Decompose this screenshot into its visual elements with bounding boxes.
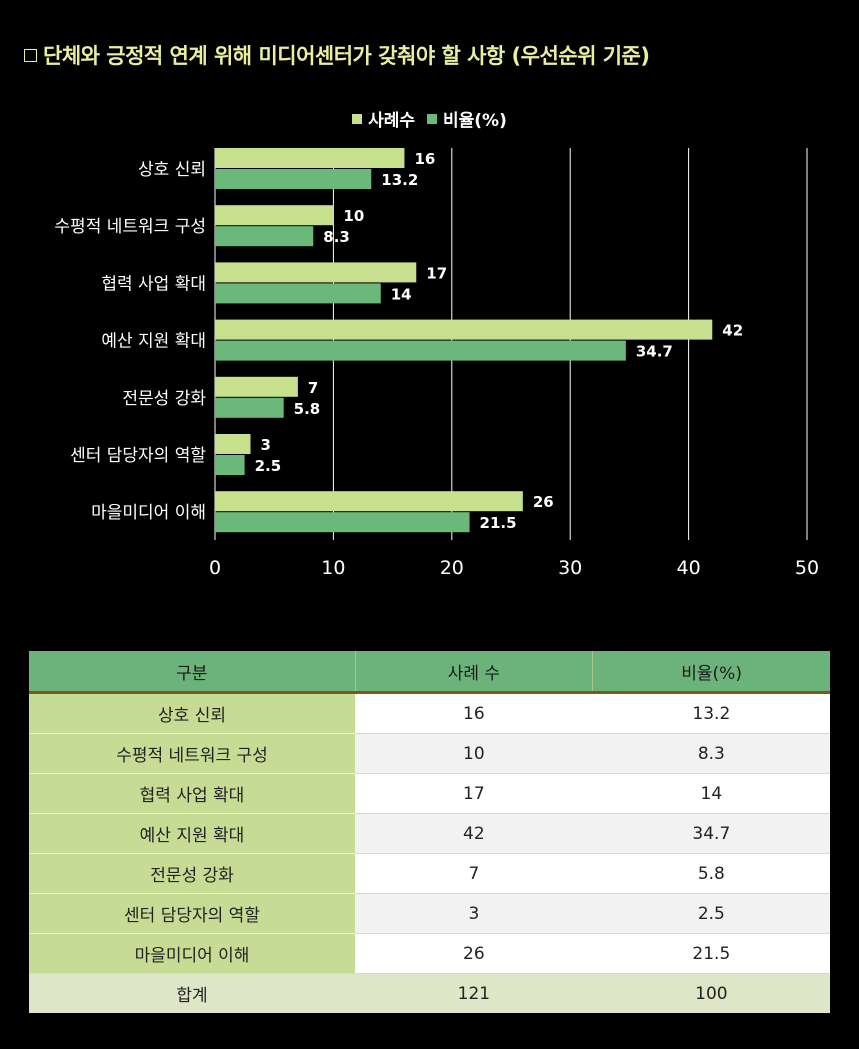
table-cell-category: 협력 사업 확대 [29,773,356,814]
bar [215,397,284,418]
bar [215,226,314,247]
table-cell-ratio: 8.3 [592,733,830,774]
table-cell-ratio: 21.5 [592,933,830,974]
legend-item-ratio: 비율(%) [426,106,507,131]
bar [215,283,381,304]
table-cell-category: 수평적 네트워크 구성 [29,733,356,774]
table-cell-count: 7 [355,853,593,894]
data-label: 8.3 [323,228,350,246]
bar [215,376,298,397]
table-cell-category: 마을미디어 이해 [29,933,356,974]
legend-item-count: 사례수 [352,106,415,131]
table-row: 협력 사업 확대 17 14 [29,773,830,814]
y-category-label: 상호 신뢰 [138,160,206,180]
table-cell-count: 16 [355,692,593,734]
table-cell-ratio: 13.2 [592,692,830,734]
table-cell-category: 상호 신뢰 [29,692,356,734]
x-tick-label: 20 [440,557,464,579]
table-row: 예산 지원 확대 42 34.7 [29,813,830,854]
x-tick-label: 0 [209,557,221,579]
chart-title: 단체와 긍정적 연계 위해 미디어센터가 갖춰야 할 사항 (우선순위 기준) [24,40,650,70]
table-header-count: 사례 수 [354,651,593,694]
bar [215,512,470,533]
legend-swatch-ratio [426,113,437,124]
y-category-label: 예산 지원 확대 [101,332,206,352]
bar [215,491,523,512]
y-category-label: 전문성 강화 [122,389,206,409]
data-label: 16 [414,150,435,168]
data-label: 5.8 [294,400,321,418]
checkbox-square-icon [24,49,37,62]
table-cell-count: 3 [355,893,593,934]
table-total-count: 121 [355,973,593,1013]
data-label: 26 [533,493,554,511]
bar [215,262,417,283]
bar [215,148,405,168]
table-cell-ratio: 34.7 [592,813,830,854]
table-cell-count: 26 [355,933,593,974]
table-cell-ratio: 2.5 [592,893,830,934]
table-row: 수평적 네트워크 구성 10 8.3 [29,733,830,774]
table-cell-count: 10 [355,733,593,774]
chart-title-text: 단체와 긍정적 연계 위해 미디어센터가 갖춰야 할 사항 (우선순위 기준) [43,44,650,68]
table-total-row: 합계 121 100 [29,973,830,1013]
table-header-category: 구분 [29,651,356,694]
bar-chart: 0 10 20 30 40 50 상호 신뢰 16 13.2 수평적 네트워크 구성 10 8.3 협력… [54,148,819,579]
data-table: 구분 사례 수 비율(%) 상호 신뢰 16 13.2 수평적 네트워크 구성 … [29,651,830,1013]
bar [215,455,245,475]
table-header-ratio: 비율(%) [592,651,830,694]
data-label: 7 [308,379,318,397]
data-label: 10 [343,207,364,225]
table-row: 상호 신뢰 16 13.2 [29,692,830,734]
table-total-ratio: 100 [592,973,830,1013]
bar [215,319,713,340]
table-cell-category: 전문성 강화 [29,853,356,894]
x-tick-label: 10 [321,557,345,579]
data-label: 2.5 [255,457,282,475]
table-cell-count: 17 [355,773,593,814]
x-tick-label: 30 [558,557,582,579]
legend: 사례수 비율(%) [0,106,859,131]
table-header-row: 구분 사례 수 비율(%) [29,651,830,694]
table-cell-count: 42 [355,813,593,854]
bar [215,205,334,226]
data-label: 14 [391,285,412,303]
table-row: 전문성 강화 7 5.8 [29,853,830,894]
y-category-label: 센터 담당자의 역할 [70,446,206,466]
y-category-label: 수평적 네트워크 구성 [54,217,206,237]
table-total-label: 합계 [29,973,356,1013]
table-row: 마을미디어 이해 26 21.5 [29,933,830,974]
legend-label-count: 사례수 [368,111,416,131]
data-label: 42 [722,322,743,340]
bar [215,169,372,189]
bar [215,340,626,361]
y-category-label: 마을미디어 이해 [91,503,206,523]
legend-swatch-count [352,113,363,124]
y-category-label: 협력 사업 확대 [101,274,206,294]
legend-label-ratio: 비율(%) [442,111,507,131]
data-label: 17 [426,264,447,282]
table-cell-category: 센터 담당자의 역할 [29,893,356,934]
data-label: 13.2 [381,171,418,189]
table-cell-category: 예산 지원 확대 [29,813,356,854]
x-tick-label: 50 [795,557,819,579]
table-row: 센터 담당자의 역할 3 2.5 [29,893,830,934]
table-cell-ratio: 14 [592,773,830,814]
data-label: 21.5 [480,514,517,532]
data-label: 34.7 [636,343,673,361]
x-tick-label: 40 [677,557,701,579]
data-label: 3 [261,436,271,454]
table-cell-ratio: 5.8 [592,853,830,894]
bar [215,434,251,454]
